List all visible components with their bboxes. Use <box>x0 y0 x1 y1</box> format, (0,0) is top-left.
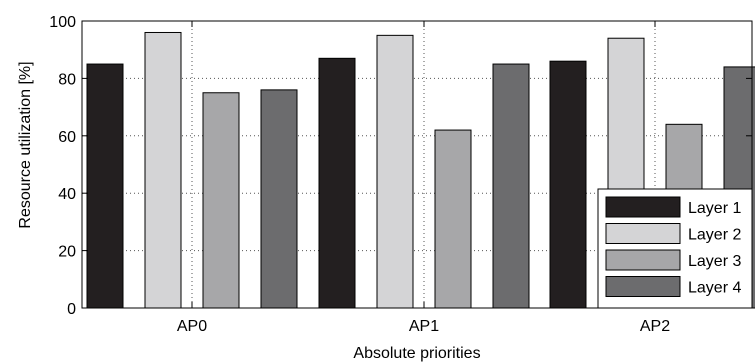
bar <box>260 89 298 309</box>
x-tick-label: AP1 <box>409 318 439 335</box>
y-axis-label: Resource utilization [%] <box>17 61 34 228</box>
legend-swatch <box>605 223 681 244</box>
y-tick-label: 40 <box>58 186 76 203</box>
legend-label: Layer 3 <box>688 253 741 270</box>
x-tick-label: AP2 <box>640 318 670 335</box>
x-axis: AP0 AP1 AP2 <box>177 21 670 335</box>
bar <box>318 57 356 309</box>
legend-swatch <box>605 276 681 297</box>
legend-swatch <box>605 249 681 271</box>
legend-label: Layer 4 <box>688 280 741 297</box>
bar <box>549 60 587 309</box>
plot-frame <box>81 20 753 309</box>
bar <box>144 31 182 309</box>
plot-border <box>81 20 753 309</box>
x-axis-label: Absolute priorities <box>353 345 480 362</box>
bar <box>86 63 124 309</box>
legend-label: Layer 1 <box>688 200 741 217</box>
legend-swatch <box>605 196 681 218</box>
y-tick-label: 0 <box>67 301 76 318</box>
y-tick-label: 20 <box>58 244 76 261</box>
legend-label: Layer 2 <box>688 227 741 244</box>
y-tick-label: 80 <box>58 71 76 88</box>
legend: Layer 1 Layer 2 Layer 3 Layer 4 <box>597 188 753 309</box>
y-tick-label: 60 <box>58 129 76 146</box>
bar <box>202 92 240 309</box>
y-tick-label: 100 <box>49 14 76 31</box>
bar <box>492 63 530 309</box>
bar <box>434 129 472 309</box>
x-tick-label: AP0 <box>177 318 207 335</box>
bar <box>376 34 414 309</box>
